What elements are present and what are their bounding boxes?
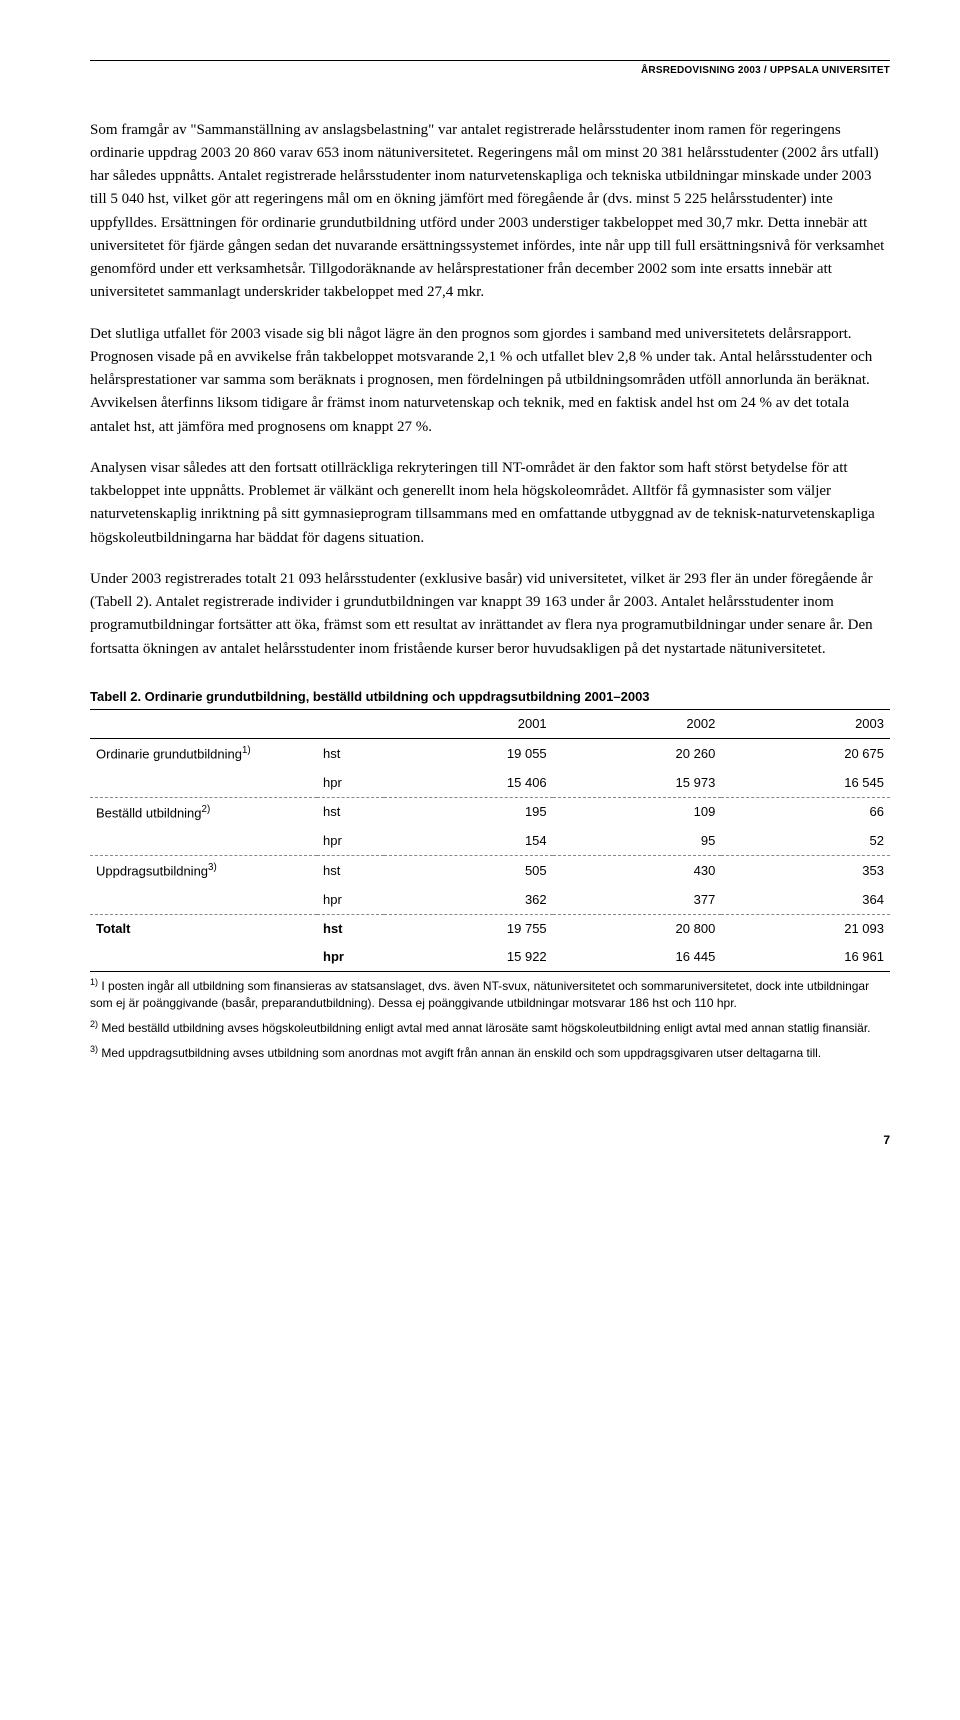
row-unit: hpr	[317, 943, 384, 972]
footnote-2: 2) Med beställd utbildning avses högskol…	[90, 1018, 890, 1037]
table-row: Beställd utbildning2)hst19510966	[90, 797, 890, 827]
row-label	[90, 827, 317, 856]
row-unit: hst	[317, 797, 384, 827]
row-value: 20 800	[553, 914, 722, 943]
row-label: Uppdragsutbildning3)	[90, 856, 317, 886]
row-value: 362	[384, 886, 553, 915]
table-header-empty-2	[317, 709, 384, 738]
table-header-empty-1	[90, 709, 317, 738]
row-value: 195	[384, 797, 553, 827]
row-value: 430	[553, 856, 722, 886]
row-value: 20 675	[721, 739, 890, 769]
table-row: hpr15 92216 44516 961	[90, 943, 890, 972]
row-unit: hpr	[317, 827, 384, 856]
row-label: Totalt	[90, 914, 317, 943]
table-row: Totalthst19 75520 80021 093	[90, 914, 890, 943]
table-row: Ordinarie grundutbildning1)hst19 05520 2…	[90, 739, 890, 769]
table-row: hpr362377364	[90, 886, 890, 915]
row-value: 16 961	[721, 943, 890, 972]
footnote-3: 3) Med uppdragsutbildning avses utbildni…	[90, 1043, 890, 1062]
table-footnotes: 1) I posten ingår all utbildning som fin…	[90, 976, 890, 1061]
table-header-2002: 2002	[553, 709, 722, 738]
row-value: 505	[384, 856, 553, 886]
row-value: 16 545	[721, 769, 890, 798]
row-value: 16 445	[553, 943, 722, 972]
footnote-1-marker: 1)	[90, 977, 98, 987]
running-header: ÅRSREDOVISNING 2003 / UPPSALA UNIVERSITE…	[90, 60, 890, 79]
row-label: Beställd utbildning2)	[90, 797, 317, 827]
footnote-3-marker: 3)	[90, 1044, 98, 1054]
table-row: hpr15 40615 97316 545	[90, 769, 890, 798]
row-value: 377	[553, 886, 722, 915]
row-value: 353	[721, 856, 890, 886]
row-value: 66	[721, 797, 890, 827]
row-label	[90, 769, 317, 798]
table-header-2001: 2001	[384, 709, 553, 738]
row-value: 19 055	[384, 739, 553, 769]
footnote-2-marker: 2)	[90, 1019, 98, 1029]
table-row: hpr1549552	[90, 827, 890, 856]
table-body: Ordinarie grundutbildning1)hst19 05520 2…	[90, 739, 890, 972]
row-label	[90, 943, 317, 972]
row-unit: hpr	[317, 886, 384, 915]
row-unit: hst	[317, 856, 384, 886]
row-value: 15 406	[384, 769, 553, 798]
row-unit: hst	[317, 914, 384, 943]
row-value: 52	[721, 827, 890, 856]
footnote-1: 1) I posten ingår all utbildning som fin…	[90, 976, 890, 1012]
footnote-3-text: Med uppdragsutbildning avses utbildning …	[98, 1046, 821, 1060]
row-value: 15 973	[553, 769, 722, 798]
table-title: Tabell 2. Ordinarie grundutbildning, bes…	[90, 687, 890, 707]
row-value: 19 755	[384, 914, 553, 943]
row-value: 95	[553, 827, 722, 856]
page-number: 7	[90, 1131, 890, 1150]
row-value: 15 922	[384, 943, 553, 972]
row-label	[90, 886, 317, 915]
row-value: 154	[384, 827, 553, 856]
table-header-2003: 2003	[721, 709, 890, 738]
row-value: 20 260	[553, 739, 722, 769]
body-paragraph-3: Analysen visar således att den fortsatt …	[90, 457, 890, 550]
body-paragraph-2: Det slutliga utfallet för 2003 visade si…	[90, 323, 890, 439]
table-row: Uppdragsutbildning3)hst505430353	[90, 856, 890, 886]
table-2: 2001 2002 2003 Ordinarie grundutbildning…	[90, 709, 890, 972]
footnote-1-text: I posten ingår all utbildning som finans…	[90, 979, 869, 1010]
row-unit: hpr	[317, 769, 384, 798]
body-paragraph-4: Under 2003 registrerades totalt 21 093 h…	[90, 568, 890, 661]
table-header-row: 2001 2002 2003	[90, 709, 890, 738]
body-paragraph-1: Som framgår av "Sammanställning av ansla…	[90, 119, 890, 305]
row-value: 21 093	[721, 914, 890, 943]
row-unit: hst	[317, 739, 384, 769]
row-value: 109	[553, 797, 722, 827]
row-label: Ordinarie grundutbildning1)	[90, 739, 317, 769]
row-value: 364	[721, 886, 890, 915]
footnote-2-text: Med beställd utbildning avses högskoleut…	[98, 1021, 871, 1035]
